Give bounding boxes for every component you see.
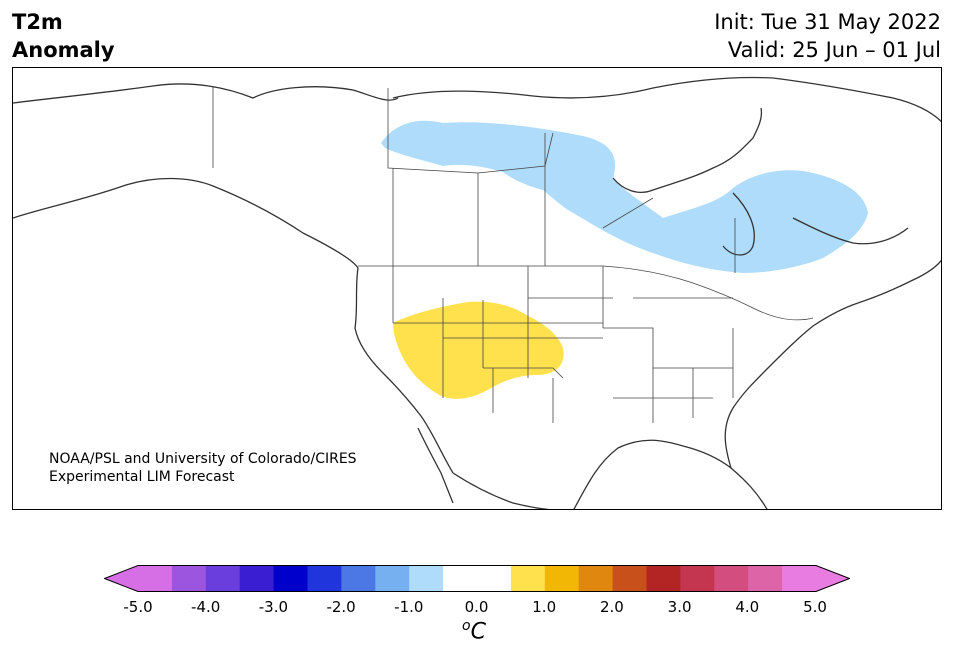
colorbar-segment xyxy=(171,565,207,592)
colorbar-segment xyxy=(782,565,817,592)
colorbar-segment xyxy=(680,565,715,592)
colorbar-tick-label: 0.0 xyxy=(464,598,489,616)
colorbar-outline xyxy=(104,565,850,592)
colorbar-segment xyxy=(714,565,749,592)
cool-anomaly-shading xyxy=(381,120,868,274)
colorbar-tick-label: 1.0 xyxy=(532,598,557,616)
credit-text: NOAA/PSL and University of Colorado/CIRE… xyxy=(49,450,357,486)
colorbar-extend-max xyxy=(816,565,850,592)
colorbar-segment xyxy=(578,565,614,592)
colorbar-segment xyxy=(443,565,478,592)
colorbar-tick-label: -4.0 xyxy=(191,598,221,616)
colorbar xyxy=(104,565,850,592)
colorbar-unit-label: oC xyxy=(462,618,486,644)
warm-anomaly-shading xyxy=(393,301,564,399)
colorbar-segment xyxy=(748,565,783,592)
init-date: Init: Tue 31 May 2022 xyxy=(714,10,941,34)
political-borders xyxy=(212,86,814,423)
colorbar-tick-label: -2.0 xyxy=(326,598,356,616)
colorbar-segment xyxy=(510,565,546,592)
colorbar-segment xyxy=(273,565,308,592)
colorbar-segment xyxy=(409,565,444,592)
colorbar-tick-label: 3.0 xyxy=(667,598,692,616)
coastlines xyxy=(13,76,941,509)
north-america-map xyxy=(13,76,941,509)
colorbar-segment xyxy=(307,565,342,592)
colorbar-segment xyxy=(646,565,681,592)
colorbar-tick-label: -5.0 xyxy=(123,598,153,616)
map-panel xyxy=(12,67,942,510)
forecast-dates: Init: Tue 31 May 2022 Valid: 25 Jun – 01… xyxy=(714,8,941,64)
colorbar-tick-label: 4.0 xyxy=(735,598,760,616)
colorbar-segment xyxy=(477,565,512,592)
colorbar-segment xyxy=(375,565,410,592)
credit-line-2: Experimental LIM Forecast xyxy=(49,469,235,485)
colorbar-segment xyxy=(341,565,376,592)
colorbar-extend-min xyxy=(104,565,138,592)
colorbar-tick-label: 5.0 xyxy=(803,598,827,616)
colorbar-segment xyxy=(239,565,275,592)
colorbar-segment xyxy=(138,565,173,592)
colorbar-tick-label: -1.0 xyxy=(394,598,424,616)
credit-line-1: NOAA/PSL and University of Colorado/CIRE… xyxy=(49,451,357,467)
colorbar-tick-label: -3.0 xyxy=(258,598,289,616)
colorbar-segment xyxy=(205,565,241,592)
map-title: T2m Anomaly xyxy=(12,8,115,64)
colorbar-segment xyxy=(612,565,647,592)
valid-range: Valid: 25 Jun – 01 Jul xyxy=(727,38,941,62)
colorbar-segments xyxy=(138,565,817,592)
unit-letter: C xyxy=(470,619,486,645)
title-line-2: Anomaly xyxy=(12,38,115,62)
unit-degree-symbol: o xyxy=(462,618,471,634)
title-line-1: T2m xyxy=(12,10,63,34)
colorbar-ticks: -5.0 -4.0 -3.0 -2.0 -1.0 0.0 1.0 2.0 3.0 4.0 5.0 xyxy=(0,598,953,618)
colorbar-tick-label: 2.0 xyxy=(599,598,624,616)
colorbar-segment xyxy=(544,565,580,592)
